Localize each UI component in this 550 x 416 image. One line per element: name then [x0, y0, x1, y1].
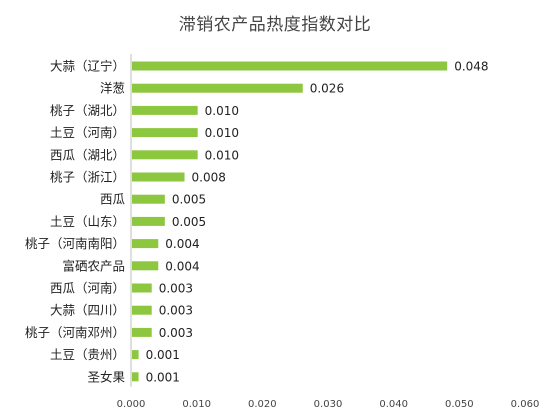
category-label: 桃子（浙江）: [50, 170, 125, 185]
bar: [132, 172, 185, 182]
data-label: 0.004: [165, 259, 199, 273]
category-label: 富硒农产品: [62, 258, 125, 273]
x-tick-label: 0.030: [314, 399, 343, 410]
data-label: 0.003: [159, 326, 193, 340]
bar: [132, 305, 152, 315]
data-label: 0.003: [159, 282, 193, 296]
data-label: 0.003: [159, 304, 193, 318]
data-label: 0.048: [454, 60, 488, 74]
category-label: 洋葱: [100, 81, 125, 96]
data-label: 0.005: [172, 215, 206, 229]
category-label: 桃子（河南南阳）: [25, 236, 125, 251]
data-label: 0.001: [146, 370, 180, 384]
x-tick-label: 0.010: [182, 399, 211, 410]
data-label: 0.010: [205, 126, 239, 140]
category-label: 西瓜（湖北）: [50, 147, 125, 162]
category-label: 大蒜（四川）: [50, 303, 125, 318]
data-label: 0.004: [165, 237, 199, 251]
category-label: 土豆（河南）: [50, 125, 125, 140]
chart-title: 滞销农产品热度指数对比: [178, 15, 372, 35]
x-tick-label: 0.050: [445, 399, 474, 410]
bar: [132, 83, 303, 93]
x-tick-label: 0.000: [117, 399, 146, 410]
data-label: 0.001: [146, 348, 180, 362]
data-label: 0.010: [205, 104, 239, 118]
bar: [132, 261, 159, 271]
data-label: 0.010: [205, 148, 239, 162]
data-label: 0.008: [192, 171, 226, 185]
x-tick-label: 0.040: [379, 399, 408, 410]
bar: [132, 150, 198, 160]
bar: [132, 61, 448, 71]
category-label: 大蒜（辽宁）: [50, 59, 125, 74]
bar: [132, 194, 165, 204]
bar: [132, 216, 165, 226]
category-label: 土豆（山东）: [50, 214, 125, 229]
category-label: 桃子（湖北）: [50, 103, 125, 118]
bar: [132, 105, 198, 115]
x-tick-label: 0.060: [511, 399, 540, 410]
bar: [132, 283, 152, 293]
data-label: 0.005: [172, 193, 206, 207]
bar: [132, 372, 139, 382]
category-label: 桃子（河南邓州）: [25, 325, 125, 340]
bar: [132, 128, 198, 138]
x-tick-label: 0.020: [248, 399, 277, 410]
bar: [132, 239, 159, 249]
data-label: 0.026: [310, 82, 344, 96]
category-label: 西瓜（河南）: [50, 281, 125, 296]
bar: [132, 350, 139, 360]
category-label: 土豆（贵州）: [50, 347, 125, 362]
category-label: 西瓜: [100, 192, 126, 207]
bar: [132, 327, 152, 337]
category-label: 圣女果: [87, 369, 125, 384]
